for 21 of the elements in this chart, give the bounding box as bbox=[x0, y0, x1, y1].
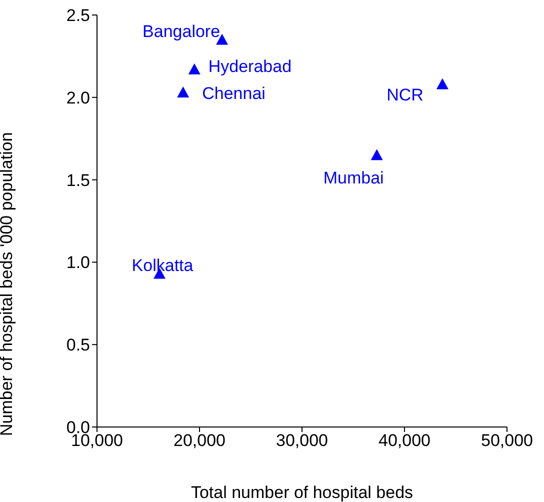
x-tick-label: 50,000 bbox=[481, 431, 533, 450]
annotation: Chennai bbox=[202, 84, 266, 103]
annotation: NCR bbox=[386, 86, 424, 105]
annotation: Kolkatta bbox=[132, 256, 194, 276]
y-tick-label: 1.0 bbox=[66, 253, 90, 272]
annotation: Hyderabad bbox=[208, 56, 292, 76]
point bbox=[177, 86, 190, 98]
x-tick-label: 30,000 bbox=[276, 431, 328, 450]
x-tick-label: 20,000 bbox=[174, 431, 226, 450]
point bbox=[436, 78, 448, 90]
x-axis-title: Total number of hospital beds bbox=[190, 483, 414, 502]
y-tick-label: 1.5 bbox=[66, 170, 90, 190]
y-tick-label: 0.5 bbox=[66, 336, 90, 355]
point bbox=[370, 149, 383, 160]
point bbox=[188, 63, 200, 74]
annotation: Mumbai bbox=[323, 168, 384, 188]
annotation: Bangalore bbox=[142, 22, 220, 42]
y-tick-label: 2.5 bbox=[66, 6, 90, 26]
y-axis-title: Number of hospital beds '000 population bbox=[0, 132, 16, 436]
x-tick-label: 40,000 bbox=[378, 431, 430, 450]
y-tick-label: 2.0 bbox=[66, 88, 90, 108]
